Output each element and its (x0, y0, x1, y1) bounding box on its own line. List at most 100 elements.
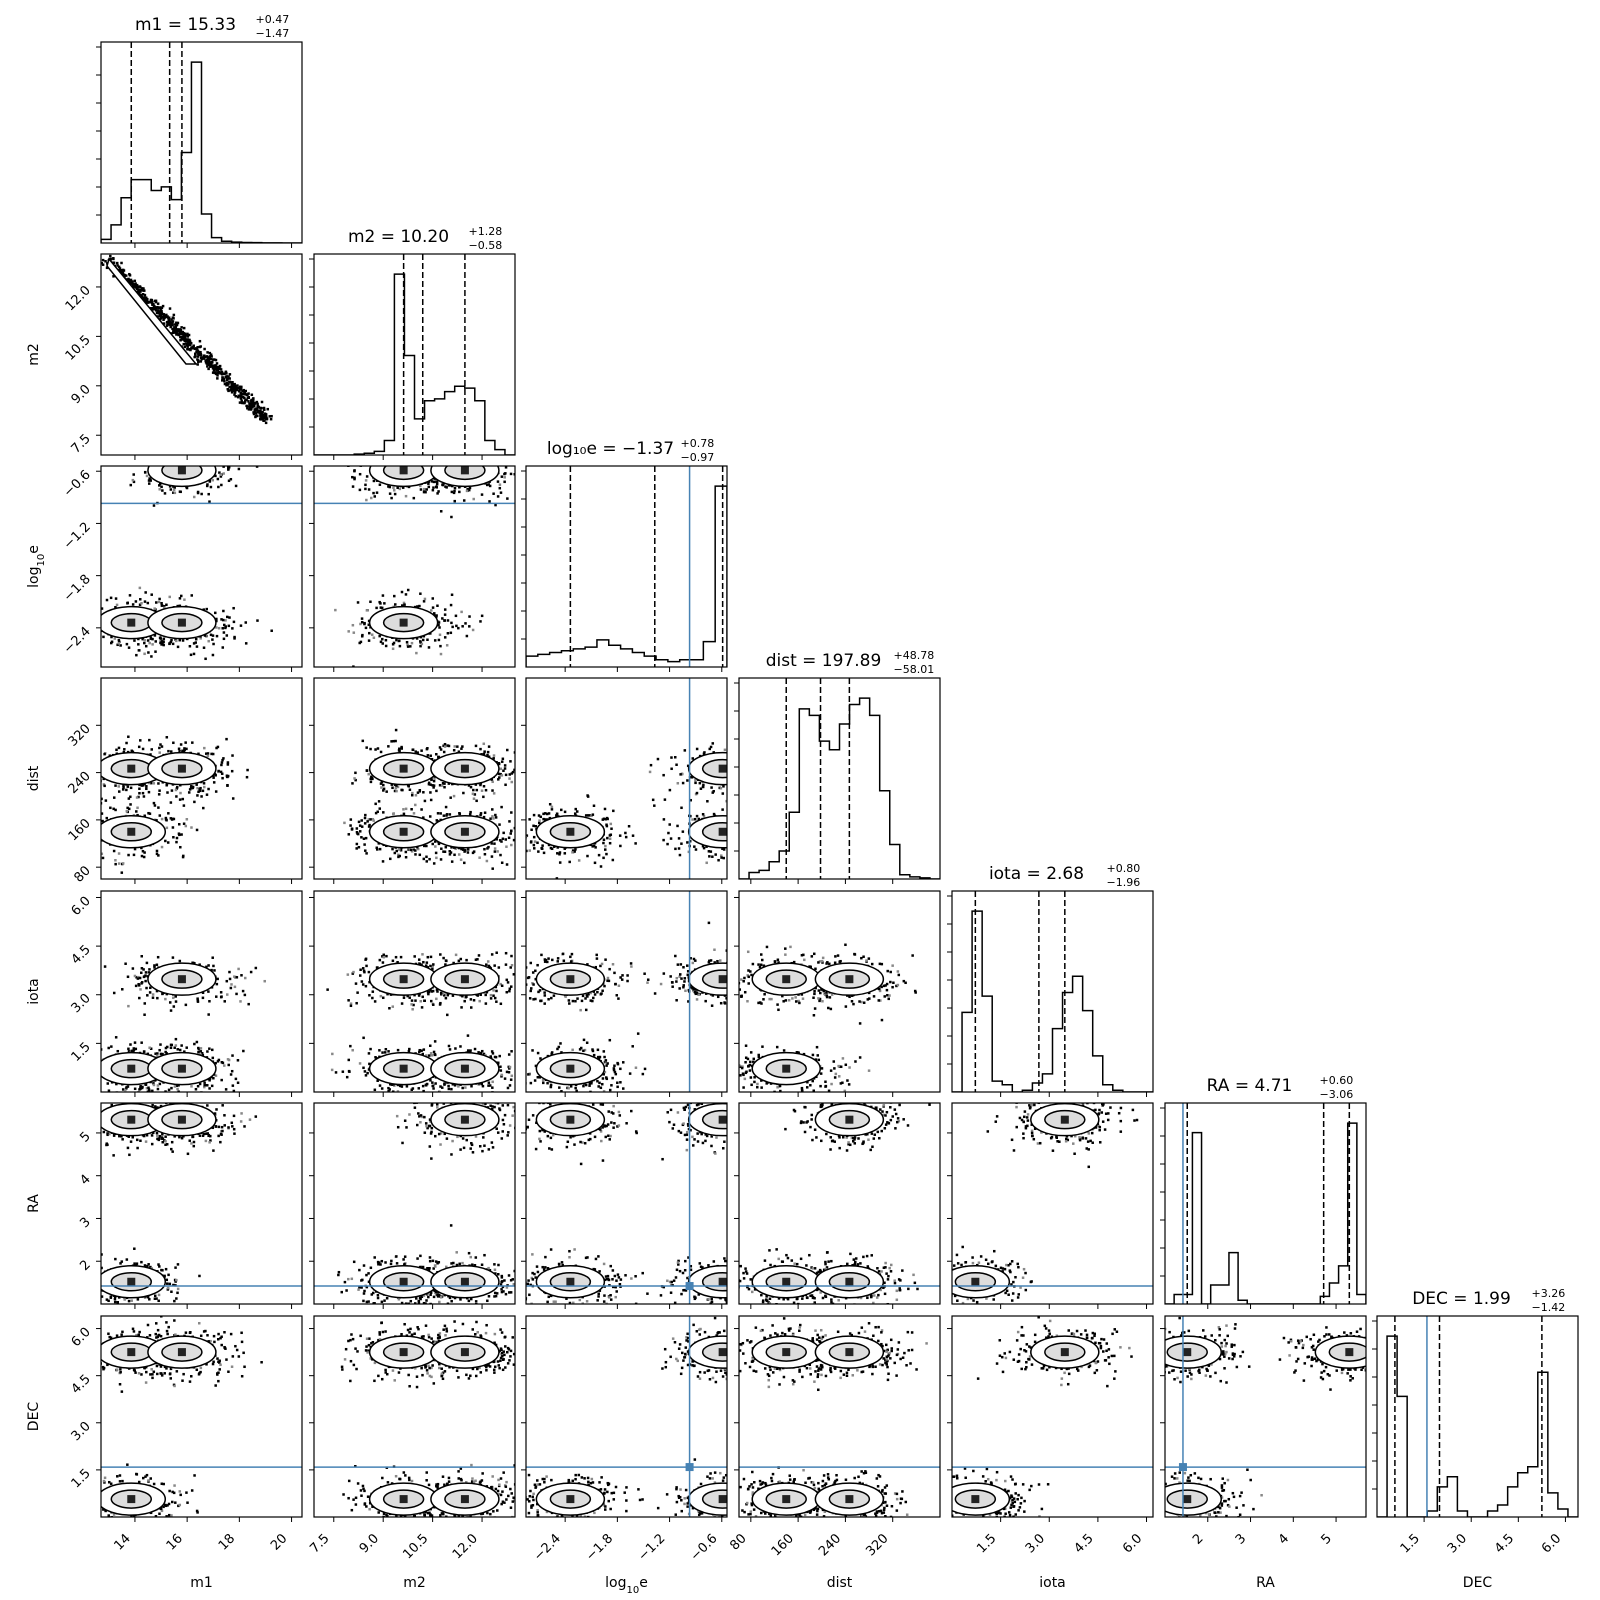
sample-point (221, 646, 225, 649)
sample-point (240, 395, 243, 399)
sample-point (243, 391, 247, 395)
sample-point (185, 463, 188, 466)
sample-point (229, 386, 233, 389)
sample-point (205, 607, 208, 611)
sample-point (558, 853, 561, 856)
sample-point (376, 810, 379, 814)
sample-point (177, 459, 180, 462)
sample-point (268, 415, 272, 418)
sample-point (138, 791, 141, 795)
sample-point (252, 401, 255, 404)
sample-point (498, 839, 502, 842)
sample-point (167, 463, 170, 466)
sample-point (160, 845, 164, 849)
sample-point (418, 853, 422, 857)
sample-point (109, 254, 112, 258)
sample-point (199, 360, 203, 363)
sample-point (504, 783, 507, 787)
sample-point (185, 338, 188, 341)
sample-point (769, 762, 772, 765)
sample-point (158, 482, 162, 486)
density-peak (399, 466, 408, 475)
sample-point (529, 845, 532, 848)
sample-point (468, 625, 471, 628)
sample-point (771, 768, 774, 771)
sample-point (492, 817, 495, 820)
sample-point (189, 461, 192, 464)
sample-point (364, 836, 368, 840)
sample-point (234, 386, 237, 389)
sample-point (414, 750, 417, 753)
sample-point (416, 847, 420, 851)
sample-point (214, 364, 217, 367)
sample-point (125, 741, 128, 745)
sample-point (160, 643, 163, 646)
sample-point (174, 324, 178, 327)
sample-point (154, 640, 157, 643)
sample-point (264, 416, 268, 419)
sample-point (749, 756, 752, 759)
sample-point (545, 812, 549, 816)
sample-point (402, 812, 406, 816)
sample-point (182, 749, 186, 752)
sample-point (496, 480, 500, 483)
sample-point (479, 812, 483, 815)
sample-point (135, 285, 139, 288)
sample-point (489, 817, 492, 820)
panel-m1-dist (101, 735, 249, 874)
sample-point (115, 748, 118, 752)
sample-point (627, 824, 631, 828)
sample-point (198, 463, 201, 466)
sample-point (173, 331, 177, 334)
sample-point (101, 812, 104, 815)
sample-point (398, 848, 401, 851)
sample-point (355, 827, 359, 830)
sample-point (226, 761, 230, 764)
sample-point (389, 857, 392, 861)
sample-point (468, 615, 471, 618)
sample-point (438, 746, 442, 749)
sample-point (217, 485, 220, 489)
sample-point (749, 758, 752, 761)
sample-point (139, 598, 142, 601)
sample-point (167, 317, 171, 321)
sample-point (414, 849, 417, 852)
sample-point (555, 877, 559, 879)
sample-point (478, 461, 481, 464)
sample-point (157, 600, 161, 604)
sample-point (142, 795, 146, 798)
sample-point (401, 452, 404, 455)
sample-point (226, 383, 229, 387)
sample-point (410, 807, 413, 811)
sample-point (503, 767, 507, 770)
sample-point (207, 363, 211, 366)
sample-point (88, 645, 91, 648)
sample-point (209, 365, 212, 368)
sample-point (102, 635, 105, 639)
sample-point (742, 804, 745, 807)
sample-point (374, 802, 377, 806)
sample-point (378, 634, 381, 638)
sample-point (221, 376, 224, 379)
sample-point (548, 816, 552, 820)
sample-point (347, 630, 350, 633)
sample-point (222, 637, 226, 641)
sample-point (208, 500, 211, 503)
sample-point (252, 412, 256, 416)
sample-point (432, 862, 436, 865)
sample-point (479, 459, 482, 462)
sample-point (663, 798, 667, 801)
sample-point (602, 841, 605, 845)
sample-point (482, 742, 486, 746)
sample-point (542, 817, 545, 821)
sample-point (533, 840, 537, 843)
sample-point (181, 749, 184, 753)
sample-point (112, 796, 116, 799)
sample-point (766, 838, 769, 841)
sample-point (101, 261, 104, 265)
sample-point (147, 811, 150, 815)
sample-point (448, 458, 451, 461)
sample-point (165, 315, 168, 319)
sample-point (193, 460, 196, 463)
sample-point (160, 306, 164, 310)
